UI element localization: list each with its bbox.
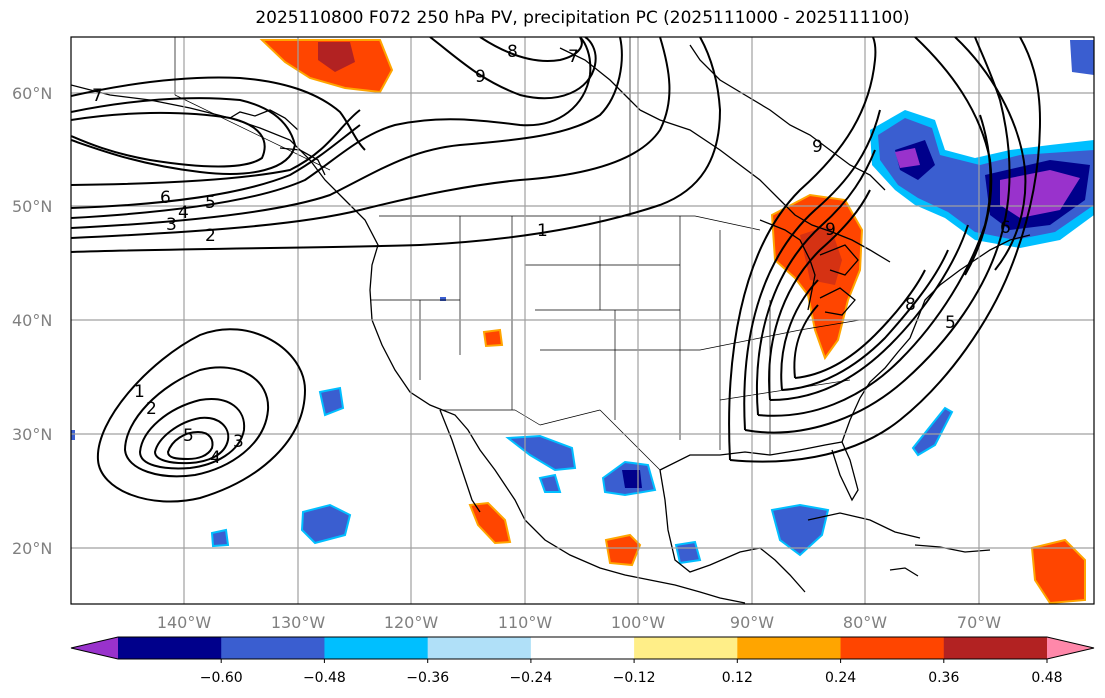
contour-label-3b: 3 xyxy=(233,432,244,452)
eastern-trough-contours xyxy=(728,37,1042,463)
lon-label-140: 140°W xyxy=(157,613,212,632)
map-panel: 6 5 4 3 2 1 7 8 9 7 1 2 5 3 4 9 9 8 5 6 xyxy=(71,37,1094,604)
negative-anomaly-patches xyxy=(71,40,1094,565)
colorbar-tick-label: 0.48 xyxy=(1031,670,1062,686)
contour-label-3: 3 xyxy=(166,215,177,235)
colorbar-tick-label: −0.60 xyxy=(200,670,243,686)
contour-label-9c: 9 xyxy=(825,220,836,240)
contour-label-8: 8 xyxy=(507,42,518,62)
lon-label-70: 70°W xyxy=(957,613,1001,632)
map-title: 2025110800 F072 250 hPa PV, precipitatio… xyxy=(255,8,910,28)
map-frame xyxy=(70,36,1095,605)
colorbar-tick-label: −0.48 xyxy=(303,670,346,686)
colorbar-segment xyxy=(943,637,1048,659)
contour-label-5b: 5 xyxy=(183,426,194,446)
colorbar-segment xyxy=(840,637,945,659)
longitude-labels: 140°W 130°W 120°W 110°W 100°W 90°W 80°W … xyxy=(157,613,1001,632)
contour-label-7: 7 xyxy=(92,86,103,106)
contour-label-8b: 8 xyxy=(905,295,916,315)
colorbar-segment xyxy=(118,637,222,659)
lon-label-100: 100°W xyxy=(611,613,666,632)
contour-label-2: 2 xyxy=(205,226,216,246)
lat-label-50: 50°N xyxy=(12,197,52,216)
colorbar-segment xyxy=(324,637,429,659)
latitude-labels: 60°N 50°N 40°N 30°N 20°N xyxy=(12,84,52,558)
contour-label-4b: 4 xyxy=(210,448,221,468)
colorbar-tick-label: 0.24 xyxy=(825,670,856,686)
lat-label-20: 20°N xyxy=(12,539,52,558)
lon-label-90: 90°W xyxy=(730,613,774,632)
contour-label-1: 1 xyxy=(537,221,548,241)
contour-label-5: 5 xyxy=(205,193,216,213)
lon-label-120: 120°W xyxy=(384,613,439,632)
colorbar-outline xyxy=(70,636,1095,660)
lat-label-60: 60°N xyxy=(12,84,52,103)
colorbar-tick-label: −0.12 xyxy=(613,670,656,686)
colorbar-segments xyxy=(71,637,1094,659)
gridlines xyxy=(71,37,1094,604)
western-jet-contours xyxy=(71,37,722,253)
colorbar-segment xyxy=(634,637,738,659)
contour-label-6c: 6 xyxy=(1000,218,1011,238)
colorbar-tick-label: 0.36 xyxy=(928,670,959,686)
colorbar-tick-label: 0.12 xyxy=(722,670,753,686)
colorbar-extend-high xyxy=(1047,637,1094,659)
colorbar: −0.60 −0.48 −0.36 −0.24 −0.12 0.12 0.24 0.36 0.4… xyxy=(70,636,1095,686)
contour-label-2b: 2 xyxy=(146,399,157,419)
contour-label-1b: 1 xyxy=(134,382,145,402)
contour-label-9b: 9 xyxy=(812,137,823,157)
lon-label-80: 80°W xyxy=(843,613,887,632)
contour-labels: 6 5 4 3 2 1 7 8 9 7 1 2 5 3 4 9 9 8 5 6 xyxy=(92,42,1011,468)
colorbar-segment xyxy=(737,637,842,659)
colorbar-labels: −0.60 −0.48 −0.36 −0.24 −0.12 0.12 0.24 0.36 0.4… xyxy=(200,659,1063,686)
contour-label-6: 6 xyxy=(160,188,171,208)
contour-label-5c: 5 xyxy=(945,313,956,333)
contour-label-9: 9 xyxy=(475,67,486,87)
colorbar-tick-label: −0.24 xyxy=(509,670,552,686)
lat-label-30: 30°N xyxy=(12,425,52,444)
colorbar-extend-low xyxy=(71,637,118,659)
colorbar-segment xyxy=(427,637,532,659)
colorbar-segment xyxy=(530,637,635,659)
pacific-cutoff-contours xyxy=(96,328,307,503)
lat-label-40: 40°N xyxy=(12,311,52,330)
colorbar-segment xyxy=(221,637,325,659)
lon-label-110: 110°W xyxy=(498,613,553,632)
contour-label-4: 4 xyxy=(178,203,189,223)
lon-label-130: 130°W xyxy=(271,613,326,632)
colorbar-tick-label: −0.36 xyxy=(406,670,449,686)
contour-label-7b: 7 xyxy=(568,47,579,67)
pv-contours xyxy=(71,37,1042,503)
coastlines xyxy=(71,44,1031,604)
